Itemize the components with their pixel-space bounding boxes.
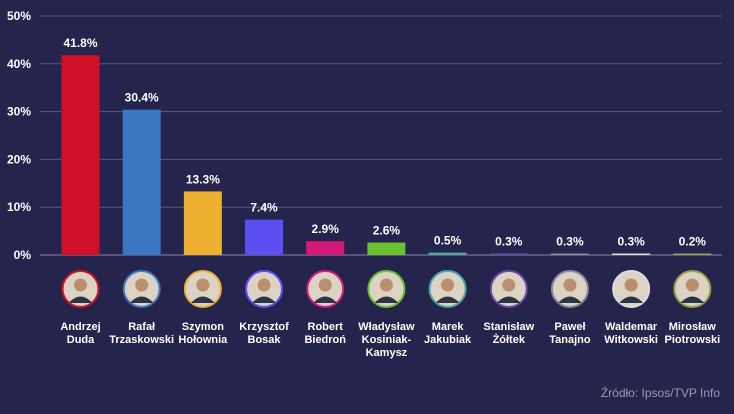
avatar-head [257,278,271,292]
avatar-shoulders [190,296,215,303]
data-label: 0.2% [679,235,707,249]
x-tick-label: Szymon Hołownia [178,321,228,346]
bar [367,242,406,255]
y-tick-label: 20% [7,152,31,166]
avatar-shoulders [129,296,154,303]
avatar-head [196,278,210,292]
x-tick-label-line: Hołownia [178,334,228,346]
data-label: 2.9% [312,222,340,236]
bar [428,252,467,255]
avatar-head [135,278,149,292]
x-tick-label-line: Kosiniak- [362,334,412,346]
x-tick-label-line: Paweł [554,321,585,333]
x-tick-label-line: Tanajno [549,334,591,346]
x-tick-label-line: Bosak [248,334,282,346]
data-label: 0.3% [617,235,645,249]
avatar-head [624,278,638,292]
avatar-shoulders [557,296,582,303]
avatar-head [379,278,393,292]
x-tick-label: Stanisław Żółtek [483,321,534,346]
data-label: 0.3% [556,235,584,249]
x-tick-label-line: Robert [308,321,344,333]
x-tick-label-line: Andrzej [60,321,100,333]
y-tick-label: 50% [7,9,31,23]
avatar-shoulders [496,296,521,303]
x-tick-label-line: Żółtek [493,333,526,346]
x-tick-label-line: Waldemar [605,321,658,333]
bar [122,109,161,255]
data-label: 41.8% [63,36,97,50]
x-tick-label-line: Krzysztof [239,321,289,333]
x-tick-label-line: Rafał [128,321,155,333]
avatar-shoulders [680,296,705,303]
x-tick-label-line: Trzaskowski [109,334,174,346]
bar [245,219,284,255]
data-label: 0.5% [434,234,462,248]
x-tick-label: Andrzej Duda [60,321,100,346]
y-tick-label: 0% [14,248,32,262]
x-tick-label-line: Władysław [358,321,415,333]
avatar-shoulders [619,296,644,303]
y-tick-label: 30% [7,105,31,119]
avatar-shoulders [435,296,460,303]
y-tick-label: 10% [7,200,31,214]
avatar-head [685,278,699,292]
avatar-shoulders [374,296,399,303]
x-tick-label: Mirosław Piotrowski [665,321,721,346]
x-tick-label: Krzysztof Bosak [239,321,289,346]
avatar-head [74,278,87,292]
x-tick-label: Marek Jakubiak [424,321,472,346]
source-note: Źródło: Ipsos/TVP Info [600,386,720,400]
x-tick-label: Paweł Tanajno [549,321,591,346]
bar [673,253,712,255]
data-label: 0.3% [495,235,523,249]
y-tick-label: 40% [7,57,31,71]
data-label: 2.6% [373,224,401,238]
x-tick-label-line: Marek [432,321,465,333]
avatar-shoulders [313,296,338,303]
x-tick-label: Waldemar Witkowski [604,321,658,346]
x-tick-label: Władysław Kosiniak-Kamysz [358,321,415,359]
x-tick-label-line: Stanisław [483,321,534,333]
x-tick-label-line: Witkowski [604,334,658,346]
x-tick-label-line: Jakubiak [424,334,472,346]
avatar-head [502,278,516,292]
bar [61,55,100,255]
avatar-shoulders [68,296,93,303]
x-tick-label: Robert Biedroń [304,321,346,346]
x-tick-label-line: Kamysz [366,347,408,359]
data-label: 30.4% [125,91,159,105]
bar [489,253,528,255]
bar [306,241,345,255]
bar [550,253,589,255]
avatar-head [441,278,455,292]
avatar-head [318,278,332,292]
x-tick-label-line: Piotrowski [665,334,721,346]
avatar-head [563,278,577,292]
bar [612,253,651,255]
data-label: 7.4% [250,201,278,215]
avatar-shoulders [252,296,277,303]
x-tick-label: Rafał Trzaskowski [109,321,174,346]
x-tick-label-line: Mirosław [669,321,717,333]
x-tick-label-line: Biedroń [304,334,346,346]
data-label: 13.3% [186,172,220,186]
x-tick-label-line: Szymon [182,321,224,333]
x-tick-label-line: Duda [67,334,95,346]
bar [183,191,222,255]
